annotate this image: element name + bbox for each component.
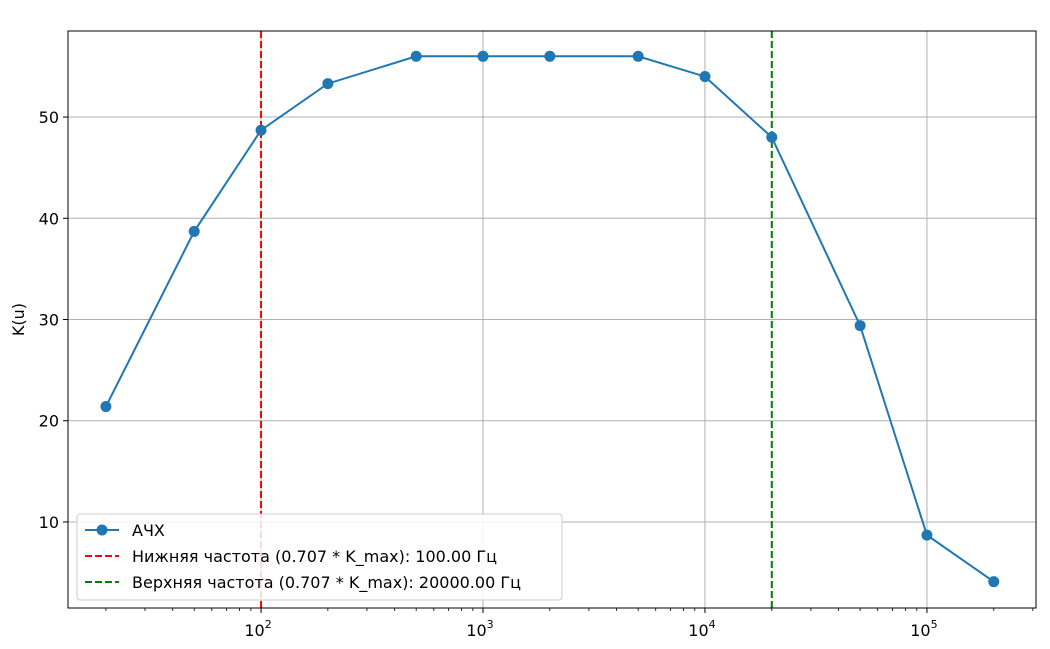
- legend-item: АЧХ: [85, 521, 165, 540]
- legend-box: [76, 513, 563, 601]
- data-point: [544, 50, 556, 62]
- legend-item: Верхняя частота (0.707 * K_max): 20000.0…: [85, 573, 521, 593]
- data-point: [632, 50, 644, 62]
- y-tick-label: 50: [39, 108, 59, 127]
- legend-label: АЧХ: [132, 521, 165, 540]
- data-point: [322, 78, 334, 90]
- x-tick-label: 103: [466, 618, 493, 640]
- y-tick-label: 10: [39, 513, 59, 532]
- x-axis-ticks: 102 103 104 105: [244, 608, 938, 640]
- x-tick-label: 102: [244, 618, 271, 640]
- x-tick-label: 105: [910, 618, 937, 640]
- series-layer: [100, 50, 1000, 588]
- data-point: [410, 50, 422, 62]
- y-axis-ticks: 10 20 30 40 50: [39, 108, 68, 532]
- data-point: [766, 131, 778, 143]
- legend: АЧХ Нижняя частота (0.707 * K_max): 100.0…: [76, 513, 563, 601]
- y-tick-label: 20: [39, 412, 59, 431]
- data-point: [988, 576, 1000, 588]
- y-tick-label: 30: [39, 311, 59, 330]
- data-point: [188, 225, 200, 237]
- legend-label: Нижняя частота (0.707 * K_max): 100.00 Г…: [132, 547, 497, 567]
- data-point: [921, 529, 933, 541]
- y-tick-label: 40: [39, 209, 59, 228]
- legend-marker-swatch: [96, 524, 108, 536]
- data-point: [255, 124, 267, 136]
- data-point: [477, 50, 489, 62]
- data-point: [100, 401, 112, 413]
- x-tick-label: 104: [688, 618, 715, 640]
- legend-item: Нижняя частота (0.707 * K_max): 100.00 Г…: [85, 547, 497, 567]
- data-point: [854, 320, 866, 332]
- data-point: [699, 71, 711, 83]
- y-axis-label: K(u): [9, 303, 28, 336]
- legend-label: Верхняя частота (0.707 * K_max): 20000.0…: [132, 573, 521, 593]
